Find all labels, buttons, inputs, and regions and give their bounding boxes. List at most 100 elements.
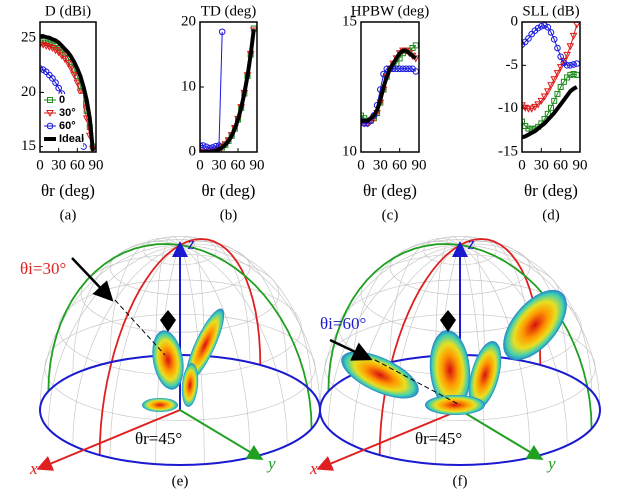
lobe xyxy=(185,308,225,382)
marker xyxy=(554,44,561,52)
marker xyxy=(527,105,536,113)
marker xyxy=(548,104,554,111)
series-line xyxy=(522,24,578,110)
x-tick-label: 0 xyxy=(196,157,204,173)
marker xyxy=(566,43,575,51)
marker xyxy=(525,125,532,132)
series xyxy=(40,34,95,152)
feed xyxy=(440,310,456,332)
series xyxy=(522,22,580,113)
marker xyxy=(522,118,525,125)
series xyxy=(522,85,578,140)
marker xyxy=(64,60,72,68)
marker xyxy=(402,65,410,73)
x-tick-label: 60 xyxy=(553,157,568,173)
y-axis xyxy=(459,409,544,461)
chart-title: TD (deg) xyxy=(201,3,256,19)
x-tick-label: 90 xyxy=(250,157,265,173)
series-line xyxy=(361,50,417,124)
marker xyxy=(76,89,85,97)
x-tick-label: 0 xyxy=(518,157,526,173)
plot-frame xyxy=(360,21,420,153)
marker xyxy=(547,29,555,36)
y-tick-label: 15 xyxy=(21,138,36,154)
legend-label: 30° xyxy=(59,107,76,119)
marker xyxy=(52,79,59,86)
x-label: x xyxy=(29,459,38,478)
marker xyxy=(525,35,532,42)
lobe xyxy=(152,330,184,390)
series-line xyxy=(200,31,223,149)
legend-label: Ideal xyxy=(59,133,84,145)
y-tick-label: 25 xyxy=(21,30,36,46)
x-axis xyxy=(316,409,461,471)
y-tick-label: 0 xyxy=(511,13,519,29)
x-axis xyxy=(36,409,181,471)
x-tick-label: 30 xyxy=(534,157,549,173)
marker xyxy=(218,28,226,36)
marker xyxy=(550,36,558,43)
incidence-ray xyxy=(114,299,166,356)
marker xyxy=(570,61,577,68)
series-line xyxy=(361,45,417,122)
series xyxy=(200,28,256,152)
y-tick-label: -15 xyxy=(498,143,518,159)
marker xyxy=(544,23,552,31)
incidence-ray xyxy=(374,359,461,406)
y-tick-label: 0 xyxy=(189,143,197,159)
marker xyxy=(51,47,60,55)
marker xyxy=(557,84,564,90)
chart-title: D (dBi) xyxy=(45,3,91,19)
x-tick-label: 60 xyxy=(392,157,407,173)
plot-frame xyxy=(39,21,97,153)
marker xyxy=(406,65,413,73)
marker xyxy=(567,71,574,78)
marker xyxy=(547,82,555,90)
marker xyxy=(560,58,568,66)
x-tick-label: 90 xyxy=(573,157,588,173)
x-tick-label: 60 xyxy=(231,157,246,173)
marker xyxy=(534,101,542,109)
marker xyxy=(534,24,542,32)
caption: (e) xyxy=(172,473,189,489)
marker xyxy=(551,97,558,104)
series xyxy=(522,22,580,69)
lobe xyxy=(425,395,485,415)
series-line xyxy=(522,85,578,140)
incidence-label: θi=60° xyxy=(320,314,366,333)
plot-frame xyxy=(521,21,581,153)
marker xyxy=(544,110,551,117)
x-tick-label: 90 xyxy=(89,157,104,173)
series xyxy=(361,48,418,123)
marker xyxy=(393,65,400,73)
series xyxy=(200,28,226,152)
y-tick-label: 20 xyxy=(21,84,36,100)
x-tick-label: 90 xyxy=(412,157,427,173)
marker xyxy=(550,76,559,84)
chart-title: SLL (dB) xyxy=(522,3,579,19)
legend-marker xyxy=(46,122,54,130)
marker xyxy=(540,93,549,101)
y-tick-label: 15 xyxy=(342,13,357,29)
y-tick-label: 10 xyxy=(342,143,357,159)
caption: (f) xyxy=(453,473,468,489)
caption: (c) xyxy=(382,207,399,223)
series-line xyxy=(40,34,95,152)
y-axis xyxy=(179,409,264,461)
marker xyxy=(399,65,407,73)
x-tick-label: 30 xyxy=(212,157,227,173)
marker xyxy=(203,143,210,151)
lobe xyxy=(142,398,178,412)
marker xyxy=(556,64,565,72)
y-tick-label: 10 xyxy=(181,78,196,94)
marker xyxy=(57,52,66,60)
incidence-arrow xyxy=(71,257,114,302)
lobe xyxy=(181,363,199,407)
legend-label: 60° xyxy=(59,120,76,132)
marker xyxy=(560,78,567,85)
marker xyxy=(73,79,82,87)
lobe xyxy=(468,340,502,410)
marker xyxy=(538,23,545,30)
x-axis-label: θr (deg) xyxy=(202,181,256,200)
